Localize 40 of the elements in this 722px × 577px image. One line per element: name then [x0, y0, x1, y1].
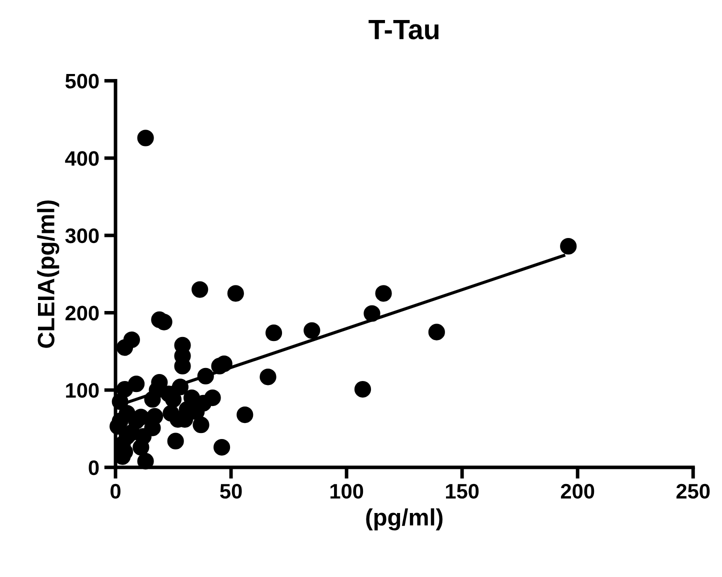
point	[137, 452, 154, 470]
point	[213, 438, 230, 456]
point	[116, 380, 134, 398]
point	[123, 331, 140, 348]
x-tick-label: 0	[110, 484, 120, 499]
point	[375, 285, 392, 302]
point	[364, 305, 380, 322]
point	[192, 416, 210, 434]
x-axis-title: (pg/ml)	[366, 508, 442, 530]
y-axis-title: CLEIA(pg/ml)	[37, 200, 60, 348]
point	[265, 324, 282, 342]
y-tick-label: 100	[66, 383, 99, 398]
point	[144, 391, 161, 408]
y-tick-label: 500	[65, 74, 99, 89]
y-tick-label: 0	[88, 460, 99, 476]
point	[192, 281, 208, 298]
chart-title: T-Tau	[368, 20, 439, 40]
x-tick-label: 250	[676, 484, 710, 499]
y-tick-label: 400	[65, 151, 99, 166]
point	[428, 324, 445, 340]
x-tick-label: 100	[330, 484, 364, 499]
y-tick-label: 200	[66, 306, 99, 320]
point	[137, 130, 154, 146]
point	[304, 322, 320, 339]
x-tick-label: 200	[560, 484, 594, 499]
x-tick-label: 50	[220, 484, 242, 499]
point	[260, 368, 276, 386]
point	[227, 285, 244, 302]
point	[146, 408, 164, 425]
point	[134, 428, 152, 445]
point	[162, 404, 180, 422]
point	[211, 358, 228, 374]
point	[197, 368, 214, 384]
point	[112, 393, 128, 410]
point	[560, 238, 577, 255]
y-tick-label: 300	[65, 228, 99, 244]
point	[167, 432, 184, 450]
point	[354, 380, 372, 398]
point	[236, 406, 254, 424]
x-tick-label: 150	[446, 484, 479, 499]
